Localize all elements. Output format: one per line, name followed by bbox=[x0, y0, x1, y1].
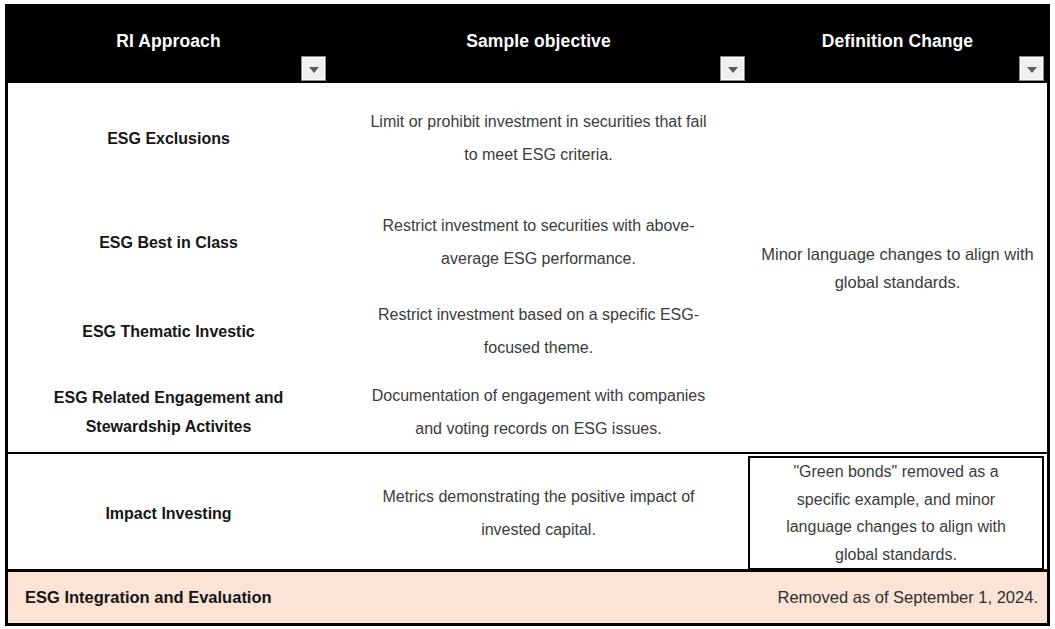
objective-text: Limit or prohibit investment in securiti… bbox=[363, 105, 715, 171]
filter-button-ri-approach[interactable] bbox=[301, 56, 326, 81]
filter-dropdown-icon bbox=[309, 67, 319, 73]
table-body: ESG Exclusions Limit or prohibit investm… bbox=[8, 83, 1047, 452]
table-row-objective: Restrict investment to securities with a… bbox=[329, 193, 748, 291]
impact-definition-cell: "Green bonds" removed as a specific exam… bbox=[748, 456, 1044, 570]
spreadsheet-table-view: RI Approach Sample objective Definition … bbox=[0, 0, 1055, 629]
column-header-sample-objective: Sample objective bbox=[466, 31, 611, 60]
merged-definition-cell: Minor language changes to align with glo… bbox=[748, 83, 1047, 452]
column-header-ri-approach: RI Approach bbox=[116, 31, 221, 60]
impact-investing-row: Impact Investing Metrics demonstrating t… bbox=[8, 452, 1047, 569]
table-row-approach: Impact Investing bbox=[8, 454, 329, 572]
filter-button-sample-objective[interactable] bbox=[720, 56, 745, 81]
ri-approach-table: RI Approach Sample objective Definition … bbox=[5, 4, 1050, 626]
header-cell-sample-objective: Sample objective bbox=[329, 7, 748, 83]
header-cell-ri-approach: RI Approach bbox=[8, 7, 329, 83]
objective-text: Documentation of engagement with compani… bbox=[363, 379, 715, 445]
filter-button-definition-change[interactable] bbox=[1019, 56, 1044, 81]
approach-label: Impact Investing bbox=[105, 499, 231, 528]
approach-label: ESG Thematic Investic bbox=[82, 317, 255, 346]
esg-integration-row: ESG Integration and Evaluation Removed a… bbox=[8, 569, 1047, 623]
definition-text: Minor language changes to align with glo… bbox=[757, 240, 1039, 296]
table-row-objective: Restrict investment based on a specific … bbox=[329, 291, 748, 371]
table-row-objective: Documentation of engagement with compani… bbox=[329, 371, 748, 452]
table-row-objective: Metrics demonstrating the positive impac… bbox=[329, 454, 748, 572]
approach-label: ESG Best in Class bbox=[99, 228, 238, 257]
filter-dropdown-icon bbox=[728, 67, 738, 73]
objective-text: Restrict investment to securities with a… bbox=[363, 209, 715, 275]
table-row-approach: ESG Best in Class bbox=[8, 193, 329, 291]
table-row-approach: ESG Thematic Investic bbox=[8, 291, 329, 371]
header-cell-definition-change: Definition Change bbox=[748, 7, 1047, 83]
footer-definition-text: Removed as of September 1, 2024. bbox=[748, 588, 1047, 607]
table-row-approach: ESG Related Engagement and Stewardship A… bbox=[8, 371, 329, 452]
table-row-approach: ESG Exclusions bbox=[8, 83, 329, 193]
table-row-objective: Limit or prohibit investment in securiti… bbox=[329, 83, 748, 193]
table-header-row: RI Approach Sample objective Definition … bbox=[8, 7, 1047, 83]
objective-text: Metrics demonstrating the positive impac… bbox=[363, 480, 715, 546]
filter-dropdown-icon bbox=[1027, 67, 1037, 73]
approach-label: ESG Exclusions bbox=[107, 124, 230, 153]
definition-text: "Green bonds" removed as a specific exam… bbox=[765, 458, 1027, 568]
objective-text: Restrict investment based on a specific … bbox=[363, 298, 715, 364]
column-header-definition-change: Definition Change bbox=[822, 31, 973, 60]
footer-approach-label: ESG Integration and Evaluation bbox=[8, 588, 748, 607]
approach-label: ESG Related Engagement and Stewardship A… bbox=[26, 383, 311, 441]
